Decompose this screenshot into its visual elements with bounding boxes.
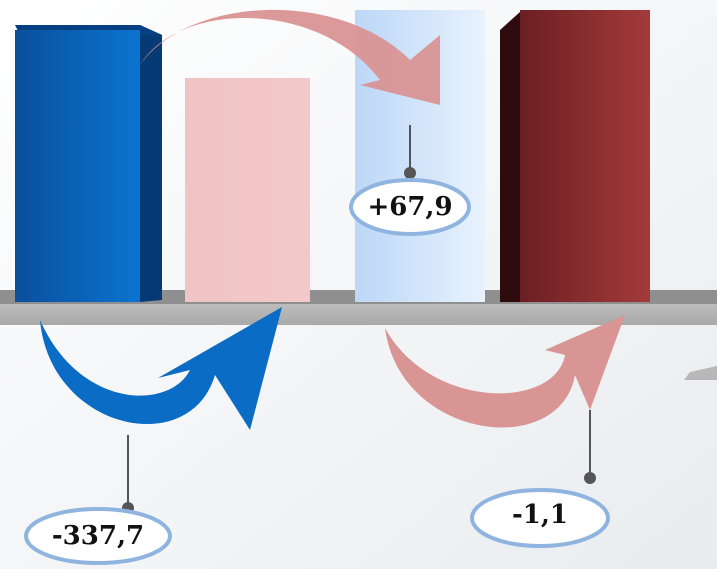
bar bbox=[520, 10, 650, 302]
connector-dot bbox=[584, 472, 596, 484]
connector-dot bbox=[404, 167, 416, 179]
arrow bbox=[385, 315, 625, 428]
label-bubble bbox=[470, 488, 610, 548]
bar-side bbox=[500, 12, 520, 302]
arrow bbox=[140, 9, 440, 105]
bar bbox=[15, 30, 140, 302]
label-bubble bbox=[24, 507, 172, 565]
change-label: -337,7 bbox=[52, 521, 144, 551]
bar bbox=[185, 78, 310, 302]
shelf-fragment bbox=[684, 366, 717, 380]
bar-side bbox=[140, 25, 162, 302]
arrow bbox=[40, 307, 282, 430]
change-label: +67,9 bbox=[367, 192, 452, 222]
label-bubble bbox=[349, 178, 471, 236]
change-label: -1,1 bbox=[512, 500, 568, 530]
